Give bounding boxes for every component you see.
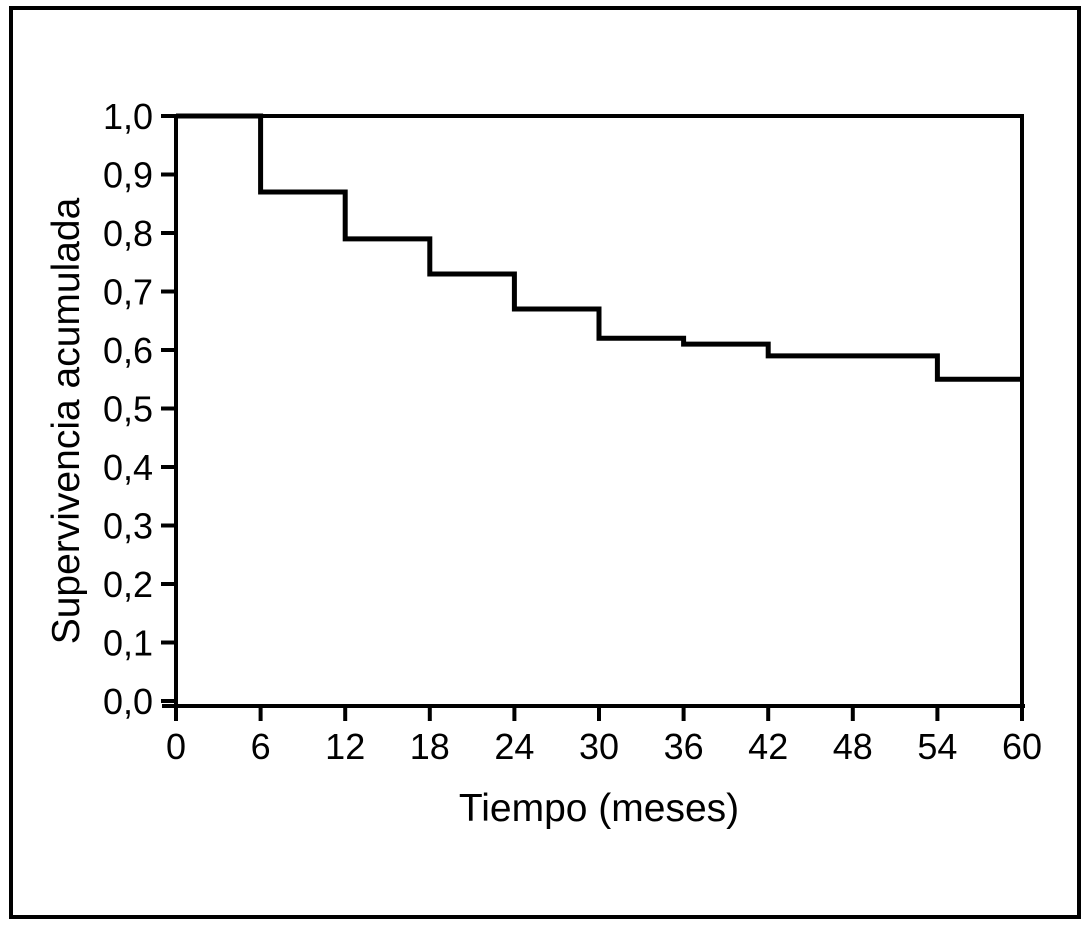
- y-tick-label-0,0: 0,0: [103, 681, 153, 722]
- x-tick-label-0: 0: [166, 726, 186, 767]
- x-tick-label-30: 30: [579, 726, 619, 767]
- y-tick-label-0,3: 0,3: [103, 506, 153, 547]
- y-tick-label-0,1: 0,1: [103, 623, 153, 664]
- figure-border: [9, 6, 1081, 919]
- x-tick-label-42: 42: [748, 726, 788, 767]
- y-tick-label-1,0: 1,0: [103, 96, 153, 137]
- x-tick-label-54: 54: [917, 726, 957, 767]
- y-tick-label-0,5: 0,5: [103, 389, 153, 430]
- x-tick-label-12: 12: [325, 726, 365, 767]
- y-tick-label-0,7: 0,7: [103, 272, 153, 313]
- x-tick-label-6: 6: [251, 726, 271, 767]
- x-tick-label-48: 48: [833, 726, 873, 767]
- x-tick-label-18: 18: [410, 726, 450, 767]
- y-tick-label-0,8: 0,8: [103, 213, 153, 254]
- y-tick-label-0,6: 0,6: [103, 330, 153, 371]
- x-tick-label-60: 60: [1002, 726, 1042, 767]
- x-axis-title: Tiempo (meses): [459, 787, 739, 830]
- y-tick-label-0,9: 0,9: [103, 155, 153, 196]
- x-tick-label-24: 24: [494, 726, 534, 767]
- y-axis-title: Supervivencia acumulada: [45, 197, 88, 644]
- y-tick-label-0,2: 0,2: [103, 564, 153, 605]
- y-tick-label-0,4: 0,4: [103, 447, 153, 488]
- survival-curve: [176, 113, 1022, 382]
- plot-frame-top-right: [176, 114, 1024, 706]
- x-tick-label-36: 36: [664, 726, 704, 767]
